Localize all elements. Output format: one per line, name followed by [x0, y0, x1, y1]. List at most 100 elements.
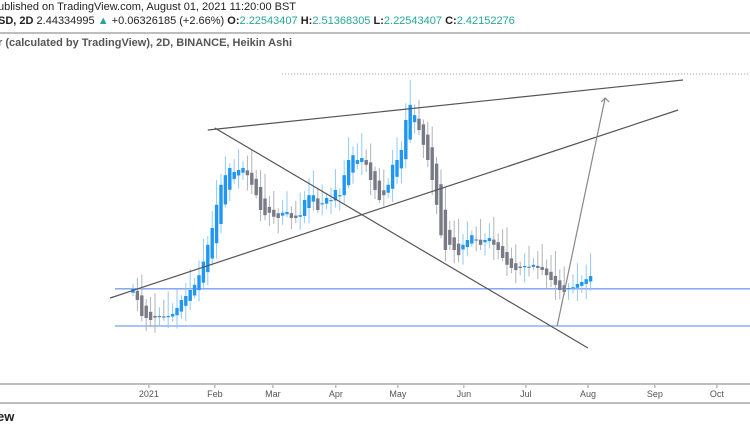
candle-up	[522, 266, 527, 268]
candle-down	[434, 163, 439, 205]
candle-down	[382, 190, 386, 196]
candle-down	[421, 124, 426, 145]
candle-down	[492, 239, 496, 245]
candle-up	[329, 200, 333, 202]
candle-up	[184, 296, 188, 306]
projection-arrow	[556, 97, 606, 327]
candle-down	[153, 315, 157, 318]
candle-up	[399, 150, 404, 169]
candle-down	[258, 186, 263, 210]
candle-down	[140, 295, 144, 316]
candle-up	[584, 279, 588, 284]
candle-down	[514, 263, 518, 270]
candle-up	[333, 190, 338, 201]
candle-down	[500, 246, 505, 258]
candle-up	[465, 240, 470, 248]
candle-up	[320, 203, 324, 205]
candle-up	[285, 212, 289, 215]
candle-up	[360, 158, 364, 162]
candle-down	[518, 266, 522, 268]
up-arrow-icon: ▲	[97, 15, 109, 27]
trendline-falling-line	[214, 127, 589, 349]
candle-down	[496, 242, 500, 250]
header-divider	[0, 32, 750, 34]
candle-down	[448, 229, 452, 245]
candle-down	[263, 198, 267, 216]
x-tick-label: Aug	[580, 389, 596, 399]
candle-up	[223, 175, 228, 205]
candle-up	[179, 300, 184, 312]
candle-down	[377, 180, 382, 200]
candle-down	[527, 266, 531, 268]
chart-subtitle: r (calculated by TradingView), 2D, BINAN…	[0, 37, 293, 49]
trendline-rising-support	[109, 109, 679, 299]
arrow-head-icon	[600, 97, 610, 103]
candle-down	[474, 239, 478, 241]
candle-up	[236, 170, 241, 176]
candle-down	[443, 209, 448, 250]
candle-up	[390, 164, 395, 189]
candle-up	[588, 276, 593, 282]
candle-down	[373, 171, 377, 190]
candle-up	[307, 195, 311, 208]
candle-down	[478, 239, 483, 245]
candle-up	[210, 228, 214, 259]
candle-down	[430, 147, 434, 180]
candle-up	[241, 168, 245, 173]
x-tick-label: Apr	[329, 389, 343, 399]
candle-down	[250, 172, 254, 185]
candle-up	[571, 287, 575, 289]
candle-up	[351, 155, 355, 173]
candle-down	[272, 209, 276, 217]
x-tick-label: Oct	[710, 389, 725, 399]
candle-up	[346, 160, 351, 186]
candle-up	[412, 115, 417, 123]
high-label: H:	[300, 15, 313, 27]
candle-up	[232, 172, 236, 179]
candle-up	[188, 290, 192, 301]
candle-down	[553, 275, 558, 285]
candle-up	[280, 212, 285, 216]
candle-down	[148, 311, 153, 320]
candle-up	[487, 238, 492, 242]
candle-down	[439, 184, 443, 236]
candle-down	[540, 266, 544, 270]
x-tick-label: 2021	[139, 389, 159, 399]
last-price: 2.44334995	[36, 15, 95, 27]
candle-up	[197, 275, 201, 291]
candle-up	[157, 316, 162, 318]
candle-up	[170, 314, 175, 317]
candle-down	[276, 213, 280, 218]
candle-down	[364, 159, 368, 165]
candle-up	[575, 284, 580, 288]
footer-brand: ew	[0, 409, 15, 424]
candle-down	[144, 305, 148, 318]
candle-up	[338, 195, 342, 197]
candle-down	[544, 268, 549, 276]
candle-up	[192, 284, 197, 296]
candle-up	[470, 235, 474, 244]
candle-up	[228, 168, 232, 190]
candle-up	[404, 120, 408, 160]
candle-down	[254, 178, 258, 196]
published-line: ublished on TradingView.com, August 01, …	[0, 1, 297, 13]
close-value: 2.42152276	[456, 15, 515, 27]
open-value: 2.22543407	[239, 15, 298, 27]
candle-down	[267, 206, 272, 213]
ohlc-legend: SD, 2D 2.44334995 ▲ +0.06326185 (+2.66%)…	[0, 15, 515, 27]
candle-up	[483, 240, 487, 243]
open-label: O:	[227, 15, 240, 27]
trendline-upper-resistance	[207, 79, 684, 131]
candle-up	[386, 184, 390, 193]
candle-down	[452, 237, 456, 250]
x-tick-label: Jun	[457, 389, 472, 399]
candle-up	[219, 184, 223, 225]
candle-down	[162, 316, 166, 318]
candle-up	[324, 198, 329, 204]
candle-down	[294, 215, 298, 218]
x-tick-label: Sep	[647, 389, 663, 399]
candle-down	[549, 271, 553, 280]
low-label: L:	[373, 15, 384, 27]
candle-up	[175, 308, 179, 316]
